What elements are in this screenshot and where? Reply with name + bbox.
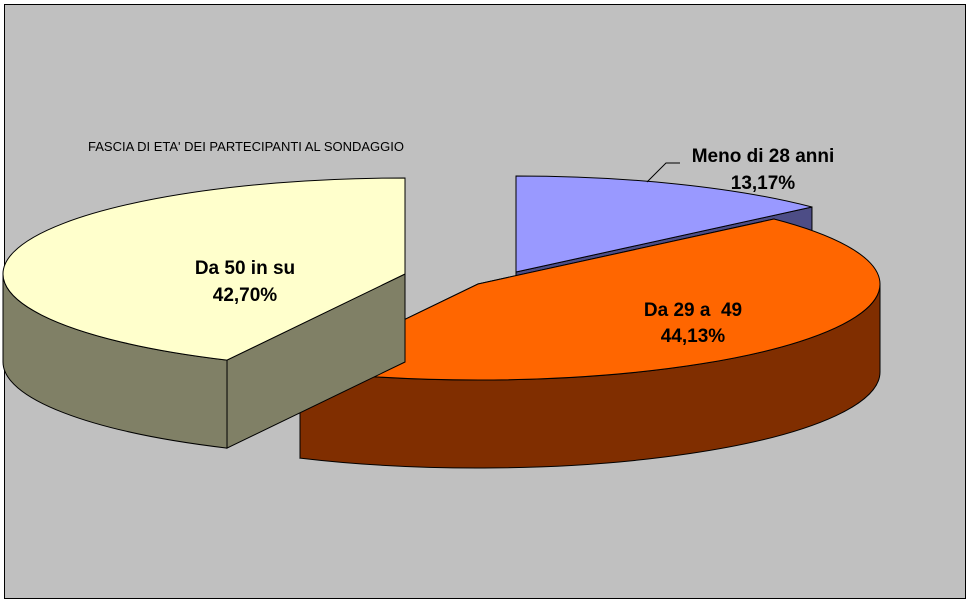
slice-top (298, 218, 881, 381)
slice-da-50-in-su (2, 177, 406, 449)
slice-top (515, 175, 813, 273)
slice-label-da-50-in-su: Da 50 in su 42,70% (195, 258, 295, 306)
slice-label-value: 44,13% (661, 326, 726, 347)
slice-label-da-29-a-49: Da 29 a 49 44,13% (644, 300, 742, 347)
slice-label-value: 42,70% (213, 285, 278, 306)
slice-top (2, 177, 406, 361)
slices-layer (2, 175, 881, 469)
chart-title: FASCIA DI ETA' DEI PARTECIPANTI AL SONDA… (88, 139, 404, 154)
slice-da-29-a-49 (298, 218, 881, 469)
slice-label-value: 13,17% (731, 173, 796, 194)
leader-line (646, 162, 680, 183)
slice-label-category: Da 29 a 49 (644, 300, 742, 321)
slice-label-category: Meno di 28 anni (692, 146, 835, 167)
slice-label-category: Da 50 in su (195, 258, 295, 279)
slice-label-meno-di-28-anni: Meno di 28 anni 13,17% (692, 146, 835, 194)
